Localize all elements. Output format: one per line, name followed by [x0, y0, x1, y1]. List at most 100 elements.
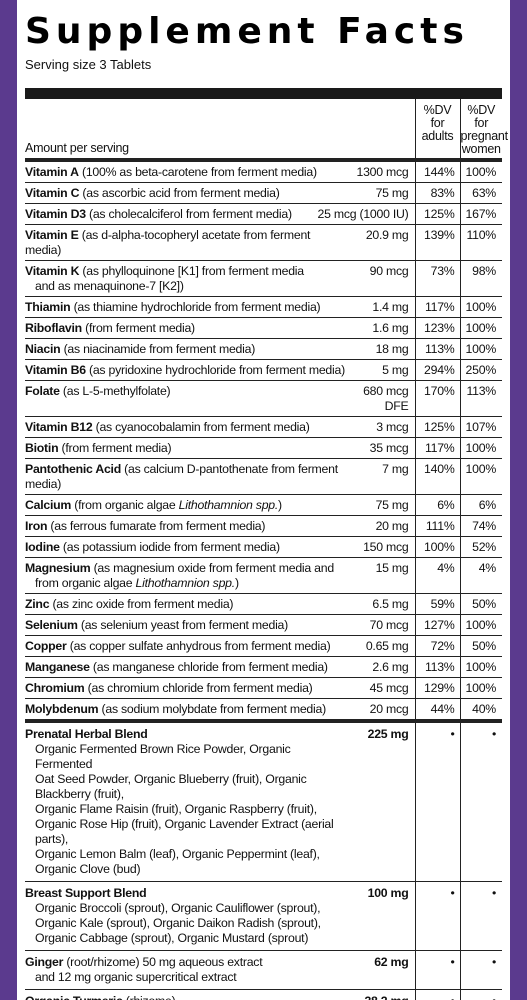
nutrient-source: (as zinc oxide from ferment media) [52, 597, 234, 611]
nutrient-name-cell: Riboflavin (from ferment media) [25, 317, 355, 339]
nutrient-dv-pregnant: 100% [460, 677, 502, 699]
blend-name: Breast Support Blend [25, 886, 147, 900]
nutrient-amount: 25 mcg (1000 IU) [317, 207, 409, 221]
nutrient-name-cell: Selenium (as selenium yeast from ferment… [25, 614, 355, 636]
nutrient-source-line2: from organic algae Lithothamnion spp.) [25, 576, 349, 591]
blend-ingredient-line: Organic Flame Raisin (fruit), Organic Ra… [35, 802, 317, 816]
blend-ingredient-line: Organic Kale (sprout), Organic Daikon Ra… [35, 916, 321, 930]
nutrient-dv-adults: 100% [415, 536, 461, 558]
header-spacer [355, 99, 416, 162]
blend-amount: 225 mg [355, 721, 416, 882]
nutrient-name: Vitamin A [25, 165, 79, 179]
blend-dv-pregnant: • [460, 881, 502, 951]
nutrient-dv-adults: 123% [415, 317, 461, 339]
dv-pregnant-header: %DV for pregnant women [460, 99, 508, 162]
nutrient-source: (from ferment media) [61, 441, 172, 455]
nutrient-dv-adults: 125% [415, 416, 461, 438]
nutrient-amount: 75 mg [355, 494, 416, 516]
nutrient-name-cell: Copper (as copper sulfate anhydrous from… [25, 635, 355, 657]
nutrient-dv-pregnant: 50% [460, 635, 502, 657]
nutrient-name-cell: Folate (as L-5-methylfolate) [25, 380, 355, 417]
nutrient-dv-adults: 294% [415, 359, 461, 381]
nutrient-source: (as L-5-methylfolate) [62, 384, 171, 398]
nutrient-source: (as chromium chloride from ferment media… [87, 681, 313, 695]
nutrient-name-cell: Vitamin A (100% as beta-carotene from fe… [25, 160, 355, 183]
nutrient-name: Calcium [25, 498, 72, 512]
facts-table-body: Amount per serving %DV for adults %DV fo… [25, 99, 508, 1000]
turmeric-source: (rhizome) [126, 994, 176, 1000]
nutrient-amount: 18 mg [355, 338, 416, 360]
blend-amount: 100 mg [355, 881, 416, 951]
nutrient-row: Riboflavin (from ferment media) 1.6 mg 123… [25, 317, 502, 339]
blend-ingredient-line: Organic Broccoli (sprout), Organic Cauli… [35, 901, 321, 915]
nutrient-dv-pregnant: 100% [460, 614, 502, 636]
nutrient-dv-pregnant: 110% [460, 224, 502, 261]
nutrient-amount: 75 mg [355, 182, 416, 204]
nutrient-source: (as d-alpha-tocopheryl acetate from ferm… [25, 228, 311, 257]
blend-ingredient-line: Organic Cabbage (sprout), Organic Mustar… [35, 931, 309, 945]
nutrient-name: Vitamin D3 [25, 207, 86, 221]
nutrient-dv-pregnant: 167% [460, 203, 502, 225]
blend-name: Prenatal Herbal Blend [25, 727, 148, 741]
nutrient-dv-pregnant: 250% [460, 359, 502, 381]
nutrient-row: Vitamin B6 (as pyridoxine hydrochloride … [25, 359, 502, 381]
nutrient-dv-pregnant: 100% [460, 317, 502, 339]
nutrient-name-cell: Zinc (as zinc oxide from ferment media) [25, 593, 355, 615]
nutrient-dv-adults: 111% [415, 515, 461, 537]
nutrient-name: Iron [25, 519, 48, 533]
nutrient-source-2-end: ) [234, 576, 239, 590]
nutrient-dv-pregnant: 113% [460, 380, 502, 417]
nutrient-name-cell: Calcium (from organic algae Lithothamnio… [25, 494, 355, 516]
nutrient-name: Vitamin B6 [25, 363, 86, 377]
nutrient-source: (as cholecalciferol from ferment media) [89, 207, 292, 221]
nutrient-source-2: and as menaquinone-7 [K2]) [35, 279, 184, 293]
nutrient-name: Copper [25, 639, 67, 653]
nutrient-dv-pregnant: 63% [460, 182, 502, 204]
nutrient-source-2: from organic algae [35, 576, 136, 590]
nutrient-dv-adults: 113% [415, 656, 461, 678]
nutrient-dv-adults: 6% [415, 494, 461, 516]
nutrient-dv-adults: 127% [415, 614, 461, 636]
nutrient-dv-pregnant: 107% [460, 416, 502, 438]
nutrient-name-cell: Biotin (from ferment media) [25, 437, 355, 459]
ginger-row: Ginger (root/rhizome) 50 mg aqueous extr… [25, 950, 502, 990]
blend-dv-pregnant: • [460, 721, 502, 882]
nutrient-source: (as thiamine hydrochloride from ferment … [73, 300, 321, 314]
nutrient-amount: 6.5 mg [355, 593, 416, 615]
nutrient-dv-adults: 44% [415, 698, 461, 723]
nutrient-name: Biotin [25, 441, 59, 455]
nutrient-source-end: ) [278, 498, 282, 512]
nutrient-source: (as pyridoxine hydrochloride from fermen… [89, 363, 345, 377]
nutrient-row: Chromium (as chromium chloride from ferm… [25, 677, 502, 699]
nutrient-name-cell: Iodine (as potassium iodide from ferment… [25, 536, 355, 558]
nutrient-row: Vitamin D3 (as cholecalciferol from ferm… [25, 203, 502, 225]
nutrient-dv-pregnant: 74% [460, 515, 502, 537]
nutrient-row: Zinc (as zinc oxide from ferment media) 6… [25, 593, 502, 615]
nutrient-source-species: Lithothamnion spp. [178, 498, 279, 512]
nutrient-dv-adults: 59% [415, 593, 461, 615]
nutrient-row: Molybdenum (as sodium molybdate from fer… [25, 698, 502, 723]
nutrient-dv-adults: 170% [415, 380, 461, 417]
nutrient-name: Pantothenic Acid [25, 462, 121, 476]
amount-per-serving-label: Amount per serving [25, 99, 355, 162]
nutrient-dv-adults: 129% [415, 677, 461, 699]
nutrient-name-cell: Thiamin (as thiamine hydrochloride from … [25, 296, 355, 318]
blend-dv-adults: • [415, 881, 461, 951]
nutrient-amount: 20 mg [355, 515, 416, 537]
nutrient-amount: 7 mg [355, 458, 416, 495]
nutrient-name-cell: Vitamin B12 (as cyanocobalamin from ferm… [25, 416, 355, 438]
blend-name-cell: Prenatal Herbal Blend Organic Fermented B… [25, 721, 355, 882]
thick-divider [25, 88, 502, 99]
nutrient-source: (as calcium D-pantothenate from ferment … [25, 462, 338, 491]
nutrient-row: Thiamin (as thiamine hydrochloride from … [25, 296, 502, 318]
nutrient-amount: 1.4 mg [355, 296, 416, 318]
nutrient-name-cell: Vitamin D3 (as cholecalciferol from ferm… [25, 203, 416, 225]
ginger-amount: 62 mg [355, 950, 416, 990]
nutrient-amount: 35 mcg [355, 437, 416, 459]
nutrient-dv-adults: 117% [415, 296, 461, 318]
nutrient-source: (as potassium iodide from ferment media) [62, 540, 280, 554]
nutrient-source: (as sodium molybdate from ferment media) [101, 702, 327, 716]
nutrient-name: Vitamin K [25, 264, 80, 278]
nutrient-name: Selenium [25, 618, 78, 632]
nutrient-dv-pregnant: 100% [460, 160, 502, 183]
